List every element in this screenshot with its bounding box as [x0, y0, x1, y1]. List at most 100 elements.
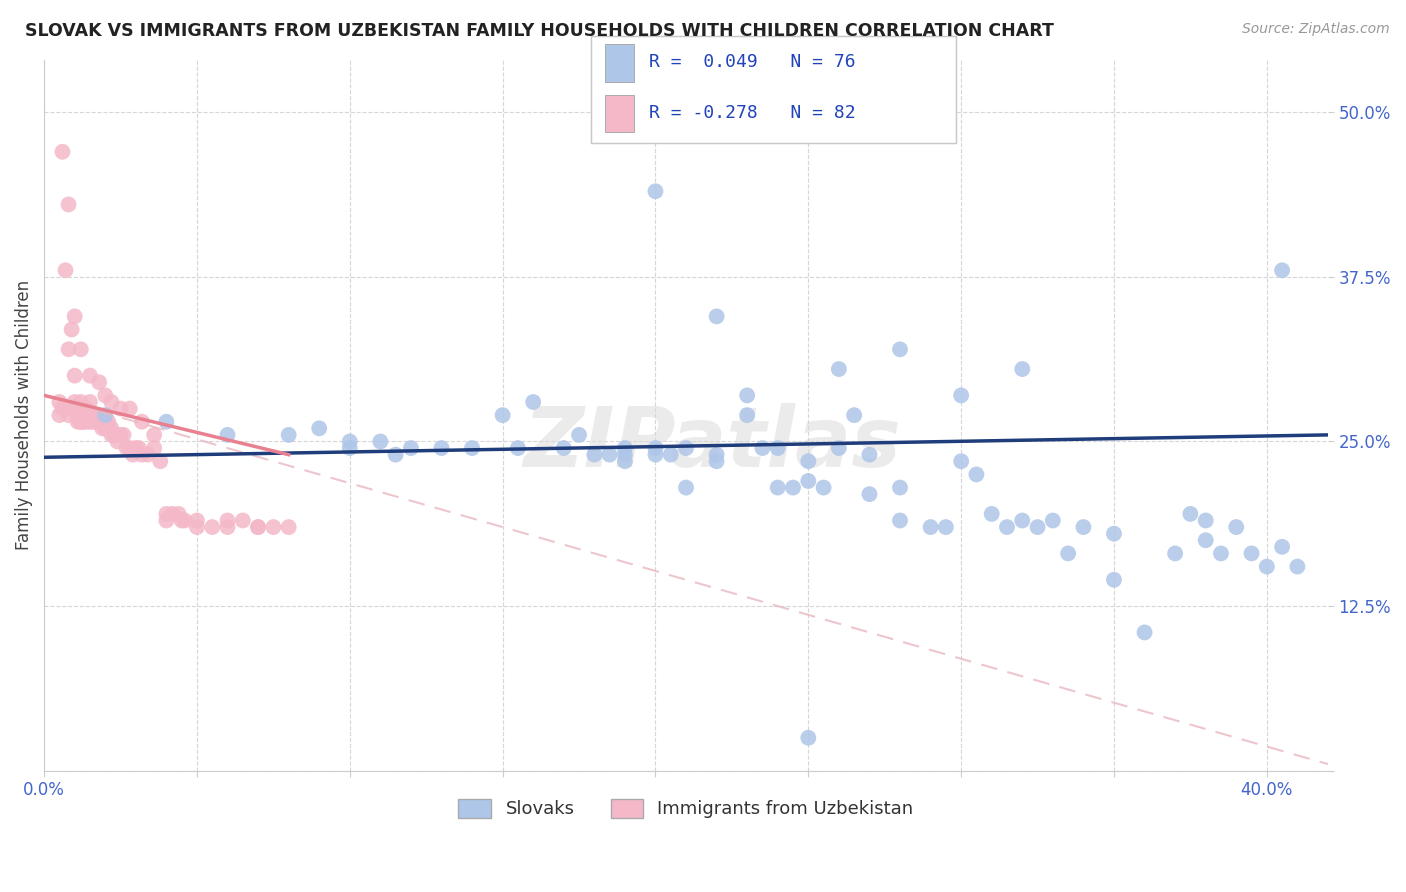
Point [766, 481, 789, 495]
Point [644, 448, 666, 462]
Point [766, 441, 789, 455]
Point [1195, 514, 1218, 528]
Point [131, 448, 153, 462]
Point [94, 415, 117, 429]
Point [828, 441, 851, 455]
Point [1240, 546, 1263, 560]
Point [115, 441, 138, 455]
Point [84, 415, 107, 429]
Point [118, 441, 141, 455]
Point [613, 441, 636, 455]
Point [583, 448, 606, 462]
Point [613, 454, 636, 468]
Point [125, 441, 148, 455]
Point [675, 481, 697, 495]
Point [112, 428, 135, 442]
Point [48, 395, 70, 409]
Point [247, 520, 270, 534]
Point [48, 408, 70, 422]
FancyBboxPatch shape [605, 45, 634, 82]
Text: Source: ZipAtlas.com: Source: ZipAtlas.com [1241, 22, 1389, 37]
Point [118, 401, 141, 416]
Point [84, 408, 107, 422]
Point [1042, 514, 1064, 528]
Point [1102, 526, 1125, 541]
Point [1164, 546, 1187, 560]
Point [950, 454, 973, 468]
Point [79, 395, 101, 409]
Point [66, 415, 89, 429]
Point [91, 415, 114, 429]
Point [73, 415, 96, 429]
Point [63, 368, 86, 383]
Point [1209, 546, 1232, 560]
Point [644, 184, 666, 198]
Point [91, 421, 114, 435]
Point [751, 441, 773, 455]
Point [97, 415, 120, 429]
Point [950, 388, 973, 402]
Point [568, 428, 591, 442]
Point [1256, 559, 1278, 574]
Point [173, 514, 195, 528]
Point [63, 395, 86, 409]
Point [100, 395, 122, 409]
Point [167, 507, 190, 521]
Point [399, 441, 422, 455]
Point [89, 376, 111, 390]
Point [143, 441, 166, 455]
Point [613, 448, 636, 462]
Point [797, 731, 820, 745]
Point [797, 474, 820, 488]
Point [706, 448, 728, 462]
Point [103, 428, 125, 442]
Point [1011, 362, 1033, 376]
Point [1073, 520, 1095, 534]
Point [920, 520, 942, 534]
Point [980, 507, 1002, 521]
Point [522, 395, 544, 409]
Point [201, 520, 224, 534]
Point [94, 415, 117, 429]
Point [82, 408, 104, 422]
Point [186, 514, 208, 528]
Point [79, 415, 101, 429]
Point [82, 415, 104, 429]
Point [706, 454, 728, 468]
Point [60, 401, 83, 416]
Point [675, 441, 697, 455]
Point [100, 421, 122, 435]
Point [232, 514, 254, 528]
Point [60, 322, 83, 336]
Point [553, 441, 575, 455]
Point [644, 441, 666, 455]
Point [889, 481, 911, 495]
Point [79, 408, 101, 422]
Point [121, 448, 143, 462]
Point [858, 448, 880, 462]
Point [506, 441, 529, 455]
Point [844, 408, 866, 422]
Point [339, 434, 361, 449]
Point [69, 415, 91, 429]
Point [217, 514, 239, 528]
Point [79, 368, 101, 383]
Point [659, 448, 682, 462]
Point [84, 415, 107, 429]
Point [1102, 573, 1125, 587]
Point [889, 514, 911, 528]
Point [599, 448, 621, 462]
Point [73, 415, 96, 429]
Point [162, 507, 184, 521]
Point [995, 520, 1018, 534]
Point [170, 514, 193, 528]
Point [136, 448, 159, 462]
Point [965, 467, 987, 482]
Point [58, 197, 80, 211]
Point [782, 481, 804, 495]
Point [94, 408, 117, 422]
Point [155, 415, 177, 429]
Point [89, 415, 111, 429]
Point [58, 408, 80, 422]
Point [217, 520, 239, 534]
